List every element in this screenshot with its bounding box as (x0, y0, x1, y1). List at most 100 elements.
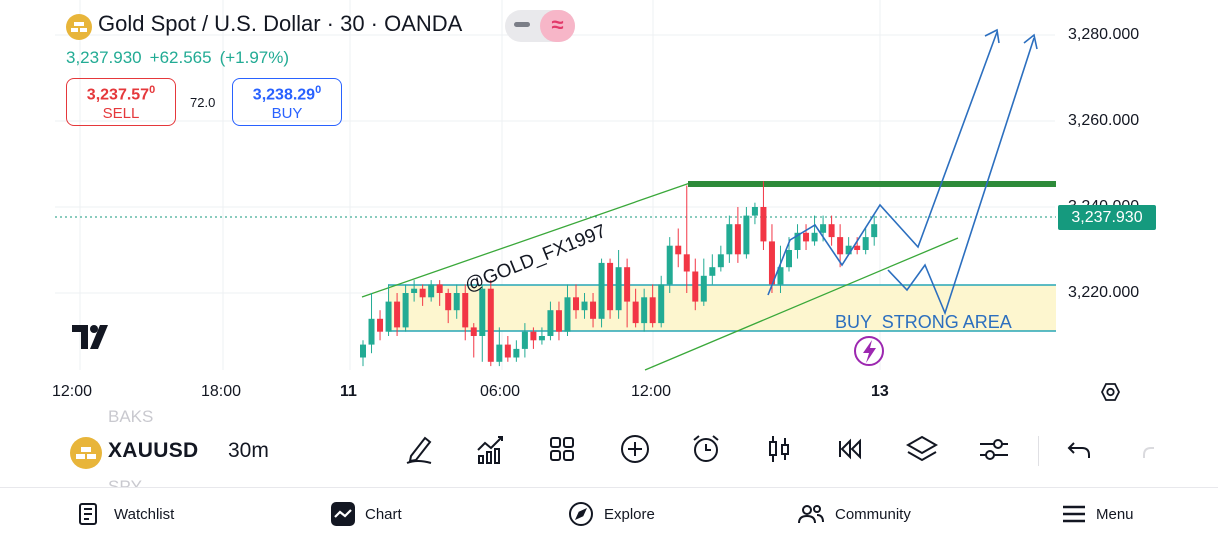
drawing-pen-icon[interactable] (403, 432, 437, 466)
candle-body (794, 232, 801, 250)
candle (641, 288, 648, 332)
channel-lower-line (644, 237, 959, 371)
candle (675, 228, 682, 268)
approx-wave-icon[interactable]: ≈ (540, 10, 575, 42)
candle (590, 293, 597, 328)
candle-body (555, 310, 562, 332)
candle (624, 258, 631, 328)
gold-symbol-icon (66, 14, 92, 40)
layout-grid-icon[interactable] (545, 432, 579, 466)
candle (504, 336, 511, 362)
candle (513, 340, 520, 362)
indicators-icon[interactable] (474, 432, 508, 466)
candle (777, 245, 784, 293)
candle (521, 323, 528, 358)
candle-body (573, 297, 579, 311)
candle-body (820, 224, 827, 233)
replay-rewind-icon[interactable] (833, 432, 867, 466)
candle-body (377, 318, 384, 332)
candle-body (854, 245, 861, 250)
buy-price-pipette: 0 (315, 84, 322, 96)
candle (360, 340, 366, 367)
current-price-tag: 3,237.930 (1058, 205, 1156, 230)
candle (564, 284, 571, 336)
price-summary: 3,237.930 +62.565 (+1.97%) (66, 48, 297, 68)
price-axis-label: 3,220.000 (1068, 284, 1140, 301)
symbol-selector[interactable]: XAUUSD (108, 439, 199, 462)
candle (479, 284, 486, 362)
candle (419, 284, 426, 306)
chart-settings-icon[interactable] (1100, 383, 1121, 401)
sell-button[interactable]: 3,237.570 SELL (66, 78, 176, 126)
lightning-event-icon[interactable] (854, 336, 884, 366)
candle (462, 284, 469, 341)
candle-body (436, 284, 443, 293)
candle-body (624, 267, 631, 302)
candle-body (590, 301, 597, 319)
buy-button[interactable]: 3,238.290 BUY (232, 78, 342, 126)
nav-watchlist[interactable]: Watchlist (78, 500, 174, 528)
minus-icon[interactable] (514, 22, 530, 27)
time-axis-label: 13 (871, 383, 889, 400)
add-plus-icon[interactable] (618, 432, 652, 466)
candlestick-series (360, 181, 878, 367)
time-axis-label: 12:00 (631, 383, 672, 400)
candle (803, 224, 810, 250)
candle (828, 215, 835, 246)
candle (487, 280, 494, 367)
candle (726, 215, 733, 263)
candle-body (717, 254, 724, 268)
candle (871, 215, 878, 246)
candle-body (470, 327, 477, 336)
spread-value: 72.0 (190, 95, 216, 110)
nav-menu[interactable]: Menu (1062, 500, 1134, 528)
candle-body (871, 224, 878, 238)
nav-chart[interactable]: Chart (331, 500, 402, 528)
candle-body (743, 215, 750, 255)
candle-body (768, 241, 775, 285)
candle (573, 284, 579, 319)
layers-icon[interactable] (905, 432, 939, 466)
alarm-clock-icon[interactable] (689, 432, 723, 466)
compass-icon (569, 502, 593, 526)
candle (496, 327, 503, 367)
candle (845, 237, 852, 255)
candle-body (692, 271, 699, 302)
hamburger-menu-icon (1063, 505, 1085, 523)
candle (530, 327, 537, 349)
price-chart[interactable]: @GOLD_FX1997 BUY STRONG AREA (0, 0, 1218, 410)
candle-body (803, 232, 810, 242)
nav-explore-label: Explore (604, 505, 655, 523)
channel-upper-line (361, 182, 691, 298)
nav-community-label: Community (835, 505, 911, 523)
candle (555, 301, 562, 341)
projection-path-2 (887, 37, 1035, 316)
settings-sliders-icon[interactable] (977, 432, 1011, 466)
candle-body (462, 293, 469, 328)
candle-body (513, 348, 520, 358)
candle (445, 288, 452, 324)
price-change: +62.565 (149, 48, 212, 67)
candle (666, 237, 673, 293)
candle (453, 284, 460, 319)
candle (377, 310, 384, 341)
sell-price: 3,237.57 (86, 86, 150, 104)
undo-icon[interactable] (1062, 432, 1096, 466)
candle (862, 228, 869, 255)
redo-icon[interactable] (1138, 432, 1172, 466)
nav-community[interactable]: Community (797, 500, 911, 528)
time-axis-label: 12:00 (52, 383, 93, 400)
candle-body (521, 331, 528, 349)
time-axis-label: 18:00 (201, 383, 242, 400)
candle-body (538, 336, 545, 341)
timeframe-selector[interactable]: 30m (228, 439, 269, 462)
candle-body (385, 301, 392, 332)
projection-arrowhead-1 (984, 28, 1000, 44)
candle-type-icon[interactable] (762, 432, 796, 466)
price-axis-label: 3,280.000 (1068, 26, 1140, 43)
nav-explore[interactable]: Explore (568, 500, 655, 528)
candle (385, 284, 392, 336)
candle (598, 258, 605, 328)
candle-body (683, 254, 690, 272)
candle-body (487, 288, 494, 362)
